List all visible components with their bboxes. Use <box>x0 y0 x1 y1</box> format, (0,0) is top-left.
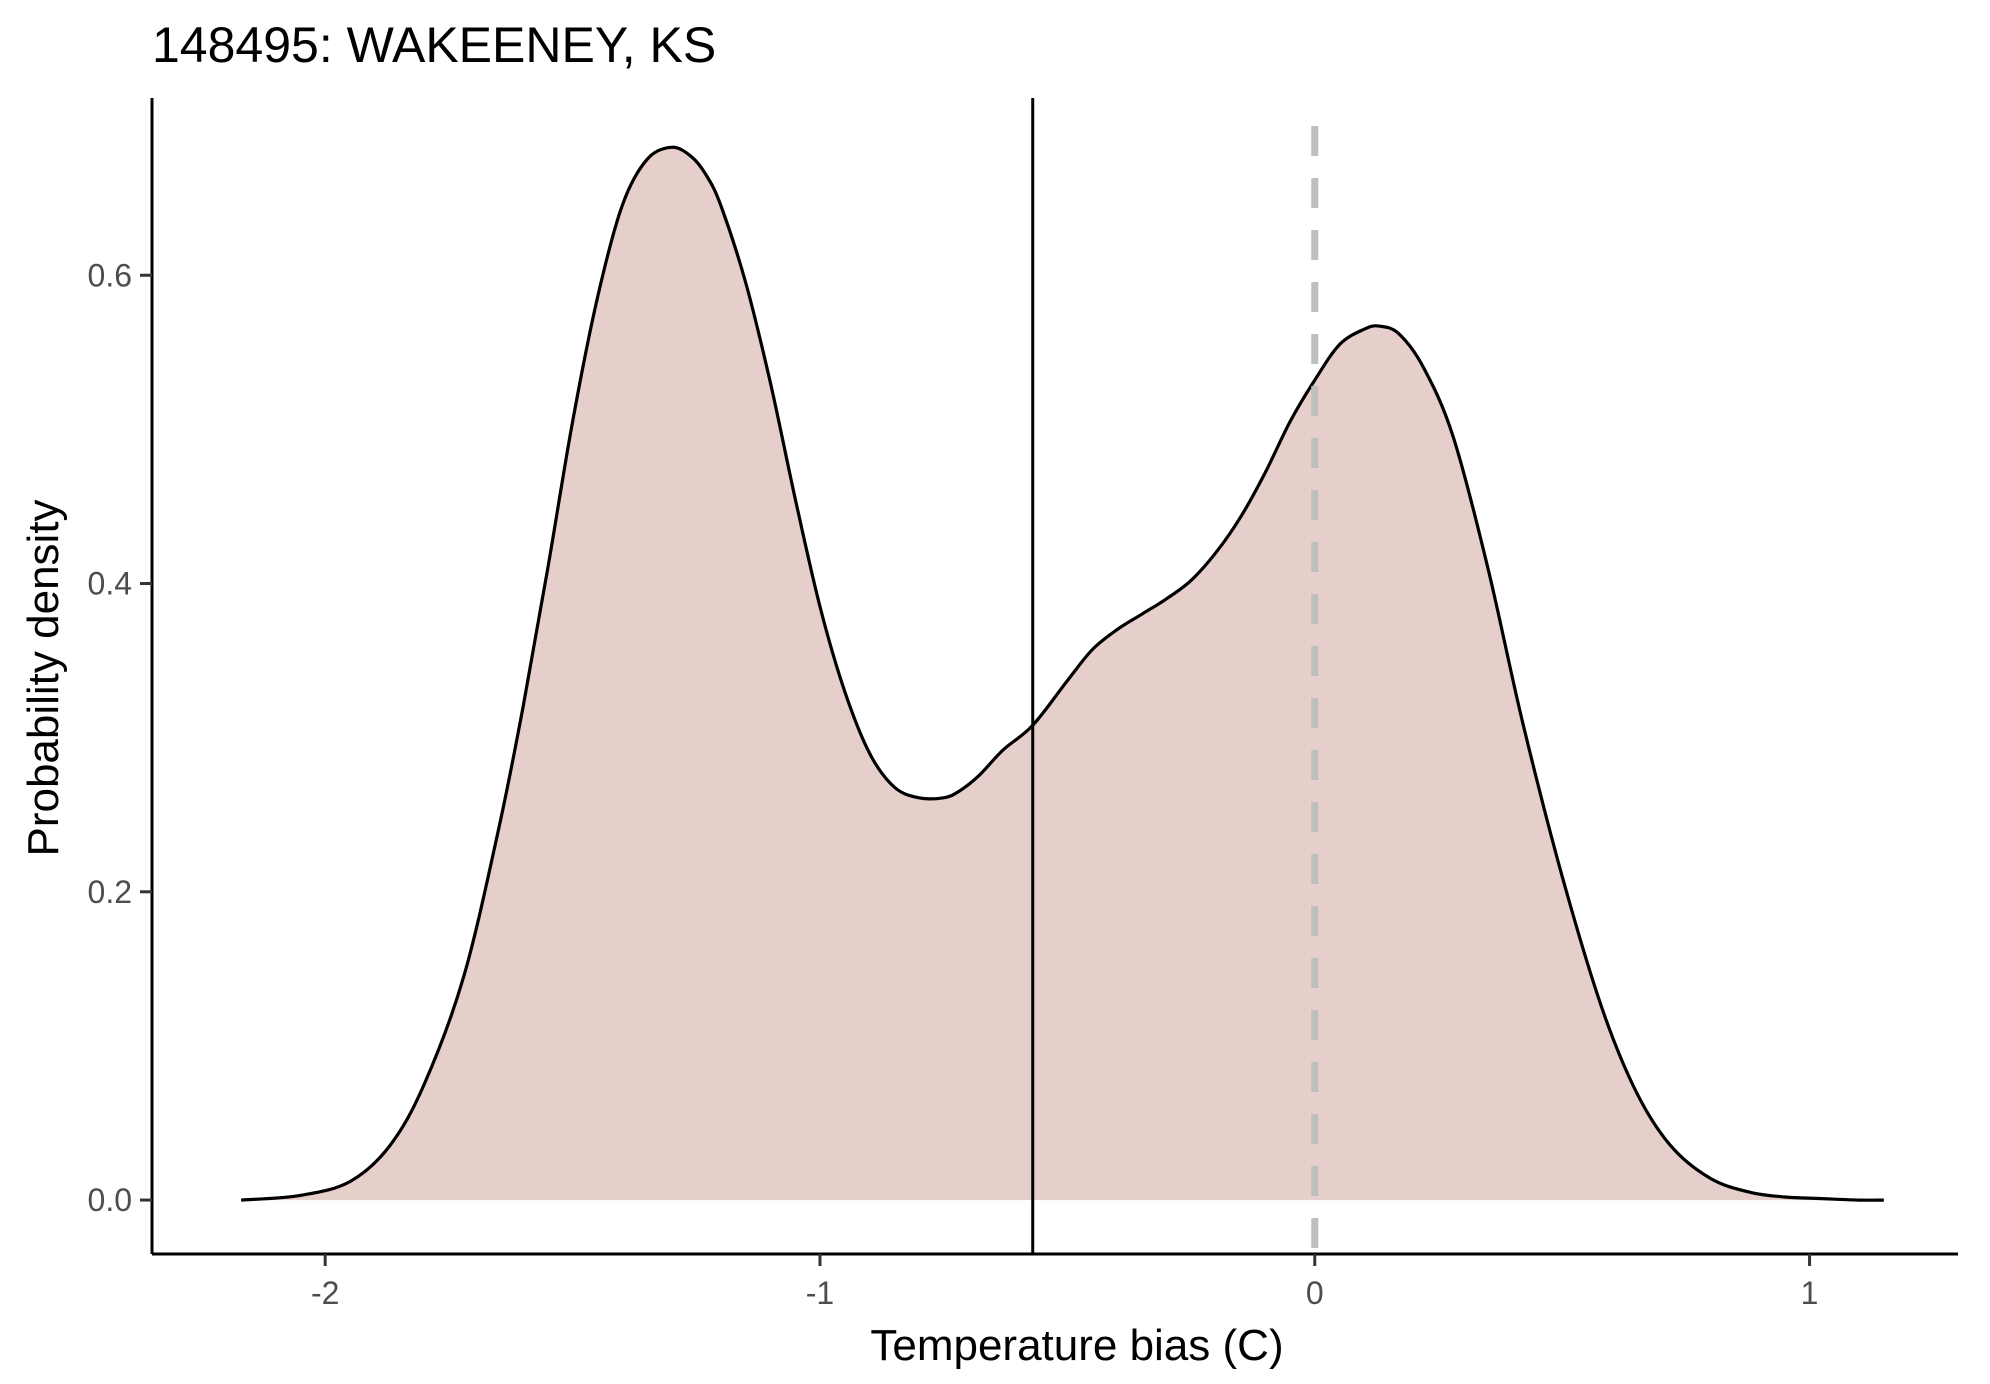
y-tick-label: 0.4 <box>88 566 132 602</box>
x-tick-label: 0 <box>1306 1275 1324 1311</box>
y-tick-label: 0.2 <box>88 874 132 910</box>
x-tick-label: -1 <box>806 1275 834 1311</box>
x-axis-ticks: -2 -1 0 1 <box>311 1254 1819 1311</box>
plot-area <box>240 98 1884 1254</box>
y-axis-ticks: 0.0 0.2 0.4 0.6 <box>88 257 152 1218</box>
y-axis-title: Probability density <box>19 499 68 856</box>
x-axis-title: Temperature bias (C) <box>870 1321 1283 1370</box>
x-tick-label: -2 <box>311 1275 339 1311</box>
x-tick-label: 1 <box>1801 1275 1819 1311</box>
density-curve <box>240 145 1884 1202</box>
y-tick-label: 0.6 <box>88 257 132 293</box>
y-tick-label: 0.0 <box>88 1182 132 1218</box>
density-fill-area <box>241 147 1884 1201</box>
chart-title: 148495: WAKEENEY, KS <box>152 17 716 73</box>
